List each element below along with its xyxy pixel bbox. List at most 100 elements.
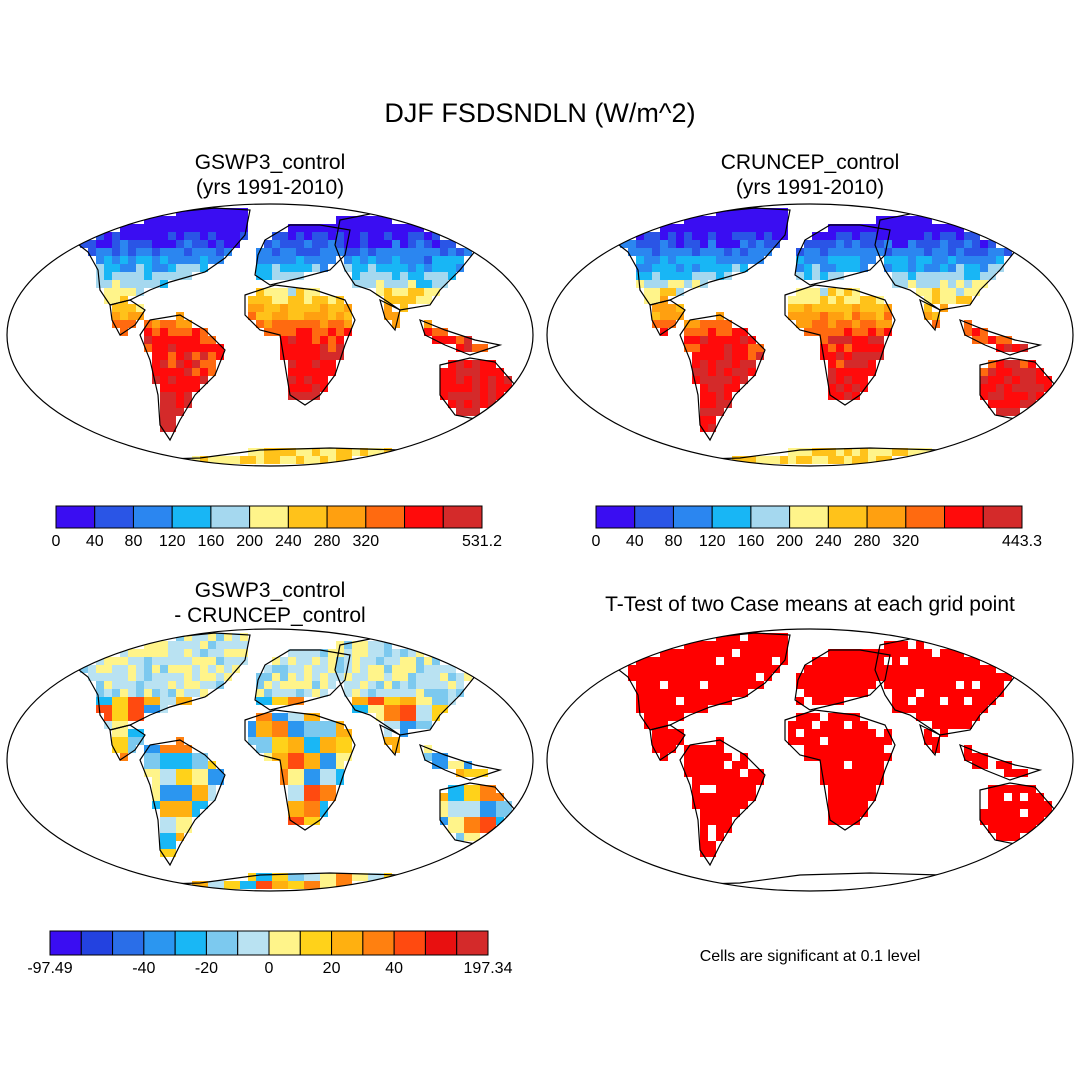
map-cell bbox=[456, 809, 464, 817]
colorbar-tick-label: 320 bbox=[352, 533, 379, 550]
map-cell bbox=[312, 745, 320, 753]
map-cell bbox=[676, 272, 684, 280]
map-cell bbox=[956, 705, 964, 713]
map-cell bbox=[948, 240, 956, 248]
map-cell bbox=[796, 681, 804, 689]
map-cell bbox=[160, 424, 168, 432]
map-cell bbox=[812, 256, 820, 264]
map-cell bbox=[892, 280, 900, 288]
map-cell bbox=[1004, 809, 1012, 817]
map-cell bbox=[296, 248, 304, 256]
map-cell bbox=[304, 248, 312, 256]
map-cell bbox=[748, 641, 756, 649]
map-cell bbox=[876, 248, 884, 256]
map-cell bbox=[700, 424, 708, 432]
map-cell bbox=[304, 673, 312, 681]
map-cell bbox=[756, 344, 764, 352]
map-cell bbox=[192, 689, 200, 697]
map-cell bbox=[844, 745, 852, 753]
map-cell bbox=[708, 761, 716, 769]
map-cell bbox=[160, 400, 168, 408]
map-cell bbox=[700, 408, 708, 416]
map-cell bbox=[424, 713, 432, 721]
map-cell bbox=[216, 881, 224, 889]
map-cell bbox=[296, 753, 304, 761]
map-cell bbox=[296, 801, 304, 809]
map-cell bbox=[836, 793, 844, 801]
map-cell bbox=[828, 376, 836, 384]
map-cell bbox=[184, 785, 192, 793]
map-cell bbox=[692, 761, 700, 769]
map-cell bbox=[748, 777, 756, 785]
map-cell bbox=[312, 224, 320, 232]
map-cell bbox=[320, 320, 328, 328]
map-cell bbox=[408, 232, 416, 240]
map-cell bbox=[400, 256, 408, 264]
map-cell bbox=[844, 344, 852, 352]
map-cell bbox=[160, 673, 168, 681]
map-cell bbox=[376, 224, 384, 232]
map-cell bbox=[456, 673, 464, 681]
map-cell bbox=[852, 224, 860, 232]
map-cell bbox=[128, 240, 136, 248]
map-cell bbox=[208, 761, 216, 769]
map-cell bbox=[224, 649, 232, 657]
map-cell bbox=[432, 288, 440, 296]
map-cell bbox=[312, 344, 320, 352]
map-cell bbox=[868, 352, 876, 360]
map-cell bbox=[200, 785, 208, 793]
map-cell bbox=[296, 761, 304, 769]
map-cell bbox=[820, 761, 828, 769]
map-cell bbox=[448, 248, 456, 256]
map-cell bbox=[336, 248, 344, 256]
map-cell bbox=[272, 665, 280, 673]
map-cell bbox=[304, 392, 312, 400]
map-cell bbox=[112, 280, 120, 288]
map-cell bbox=[120, 673, 128, 681]
map-cell bbox=[1012, 817, 1020, 825]
map-cell bbox=[868, 232, 876, 240]
colorbar-tick-label: 40 bbox=[86, 533, 104, 550]
map-cell bbox=[448, 785, 456, 793]
map-cell bbox=[700, 400, 708, 408]
map-cell bbox=[884, 753, 892, 761]
map-cell bbox=[464, 368, 472, 376]
map-cell bbox=[120, 689, 128, 697]
map-cell bbox=[184, 801, 192, 809]
map-cell bbox=[320, 769, 328, 777]
map-cell bbox=[432, 232, 440, 240]
map-cell bbox=[876, 352, 884, 360]
map-cell bbox=[416, 697, 424, 705]
map-cell bbox=[320, 761, 328, 769]
map-cell bbox=[828, 793, 836, 801]
map-cell bbox=[280, 721, 288, 729]
map-cell bbox=[256, 304, 264, 312]
map-cell bbox=[756, 224, 764, 232]
map-cell bbox=[764, 665, 772, 673]
map-cell bbox=[916, 280, 924, 288]
map-cell bbox=[844, 360, 852, 368]
map-cell bbox=[884, 729, 892, 737]
map-cell bbox=[248, 312, 256, 320]
map-cell bbox=[996, 408, 1004, 416]
map-cell bbox=[692, 376, 700, 384]
map-cell bbox=[868, 737, 876, 745]
map-cell bbox=[280, 344, 288, 352]
map-cell bbox=[772, 216, 780, 224]
colorbar-tick-label: 0 bbox=[265, 960, 274, 977]
map-cell bbox=[368, 224, 376, 232]
map-cell bbox=[948, 681, 956, 689]
map-cell bbox=[860, 304, 868, 312]
colorbar-tick-label: 200 bbox=[236, 533, 263, 550]
map-cell bbox=[392, 232, 400, 240]
map-cell bbox=[820, 448, 828, 456]
map-cell bbox=[860, 320, 868, 328]
map-cell bbox=[184, 352, 192, 360]
map-cell bbox=[684, 280, 692, 288]
map-cell bbox=[200, 264, 208, 272]
map-cell bbox=[916, 641, 924, 649]
map-cell bbox=[184, 232, 192, 240]
map-cell bbox=[996, 264, 1004, 272]
map-cell bbox=[240, 649, 248, 657]
map-cell bbox=[328, 336, 336, 344]
